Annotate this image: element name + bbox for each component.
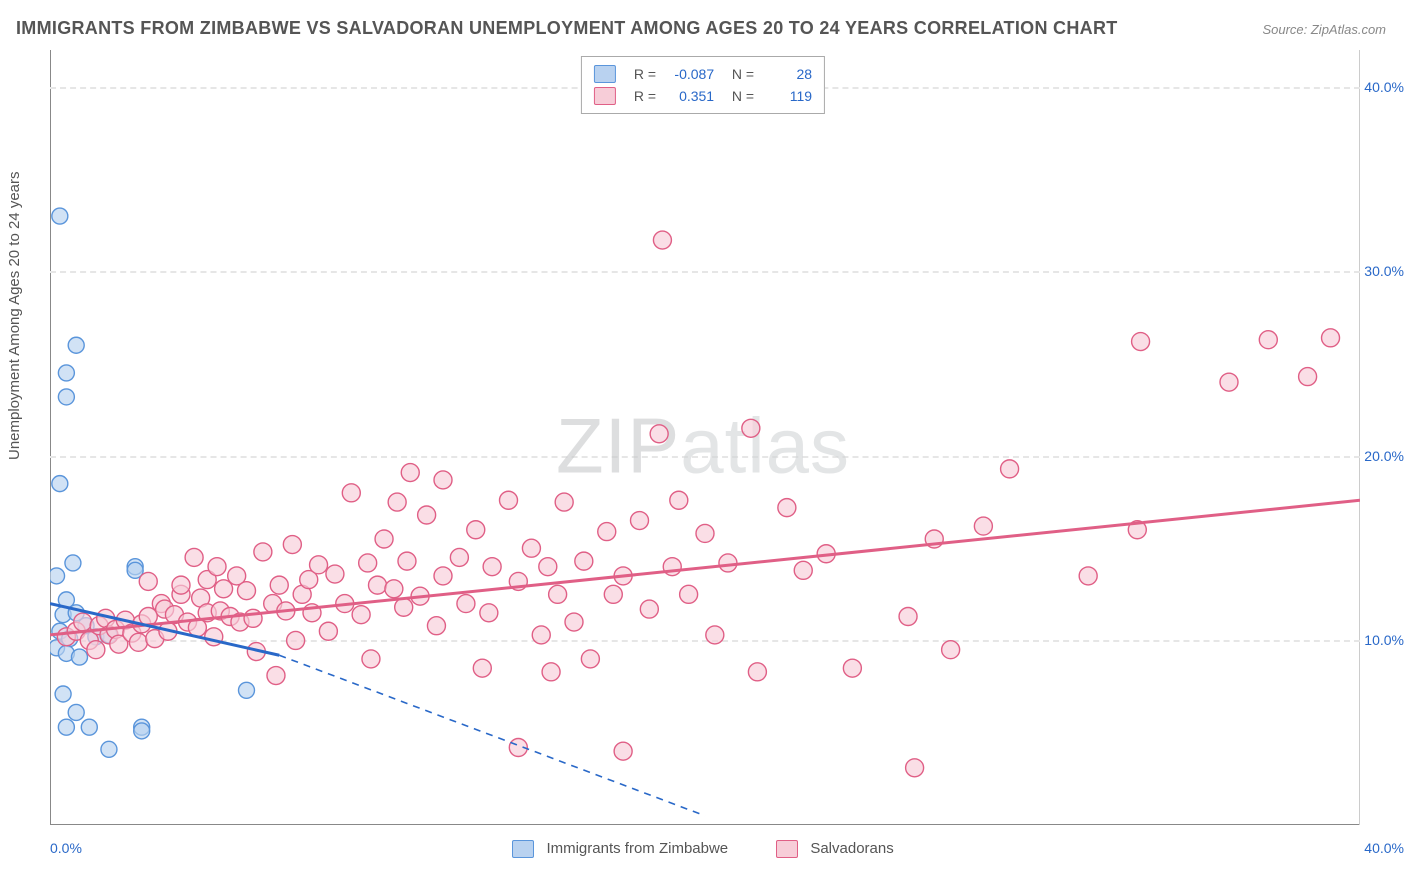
swatch-zimbabwe — [512, 840, 534, 858]
n-value-salvadoran: 119 — [764, 88, 812, 104]
bottom-legend: Immigrants from Zimbabwe Salvadorans — [0, 840, 1406, 858]
gridline — [50, 456, 1360, 458]
right-axis-line — [1359, 50, 1360, 825]
y-tick-label: 10.0% — [1360, 632, 1404, 648]
source-credit: Source: ZipAtlas.com — [1262, 22, 1386, 37]
n-label: N = — [724, 88, 754, 104]
y-tick-label: 20.0% — [1360, 448, 1404, 464]
r-label: R = — [634, 88, 656, 104]
swatch-zimbabwe — [594, 65, 616, 83]
legend-row-zimbabwe: R = -0.087 N = 28 — [594, 63, 812, 85]
r-value-zimbabwe: -0.087 — [666, 66, 714, 82]
legend-item-salvadoran: Salvadorans — [776, 840, 894, 858]
legend-item-zimbabwe: Immigrants from Zimbabwe — [512, 840, 728, 858]
n-label: N = — [724, 66, 754, 82]
r-value-salvadoran: 0.351 — [666, 88, 714, 104]
legend-row-salvadoran: R = 0.351 N = 119 — [594, 85, 812, 107]
swatch-salvadoran — [776, 840, 798, 858]
plot-area — [50, 50, 1360, 825]
legend-label-salvadoran: Salvadorans — [810, 840, 893, 857]
gridline — [50, 640, 1360, 642]
y-axis-label: Unemployment Among Ages 20 to 24 years — [6, 171, 23, 460]
legend-label-zimbabwe: Immigrants from Zimbabwe — [546, 840, 728, 857]
n-value-zimbabwe: 28 — [764, 66, 812, 82]
r-label: R = — [634, 66, 656, 82]
correlation-legend: R = -0.087 N = 28 R = 0.351 N = 119 — [581, 56, 825, 114]
gridline — [50, 271, 1360, 273]
chart-title: IMMIGRANTS FROM ZIMBABWE VS SALVADORAN U… — [16, 18, 1118, 39]
swatch-salvadoran — [594, 87, 616, 105]
y-tick-label: 40.0% — [1360, 79, 1404, 95]
y-tick-label: 30.0% — [1360, 263, 1404, 279]
